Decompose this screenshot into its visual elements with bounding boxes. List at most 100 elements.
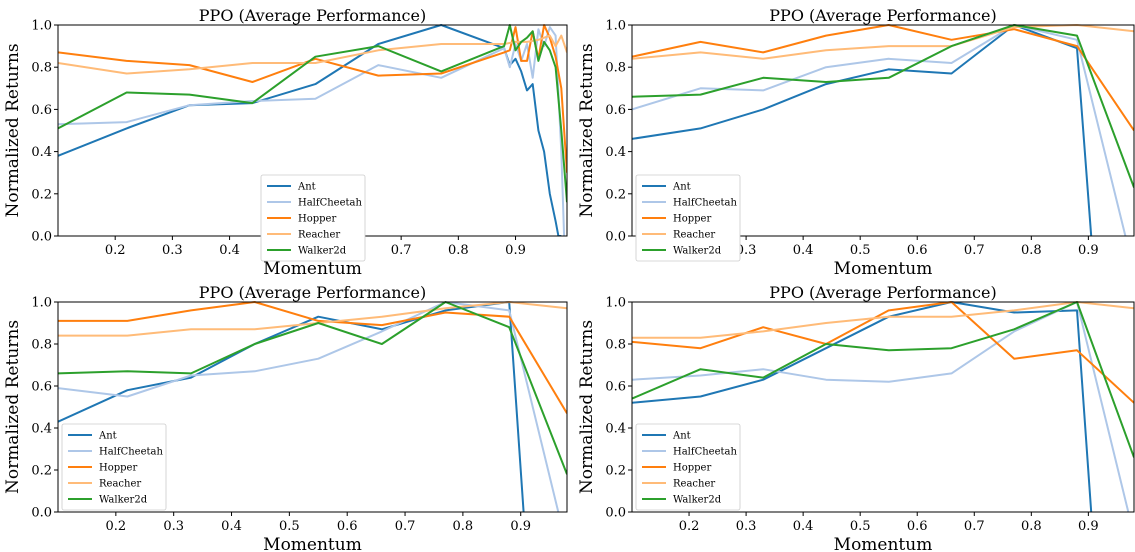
x-tick-label: 0.3 bbox=[163, 519, 184, 534]
chart-title: PPO (Average Performance) bbox=[199, 283, 426, 302]
legend-label: Hopper bbox=[673, 214, 711, 225]
x-tick-label: 0.7 bbox=[964, 519, 985, 534]
y-tick-label: 1.0 bbox=[605, 19, 626, 34]
y-tick-label: 0.6 bbox=[605, 103, 626, 118]
plot-frame bbox=[631, 301, 1135, 513]
y-tick-label: 0.8 bbox=[31, 338, 52, 353]
legend-label: Walker2d bbox=[673, 246, 722, 257]
chart-panel-3: 0.2 0.3 0.4 0.5 0.6 0.7 0.8 0.9 0.0 0.2 0.4 0.6 0.8 1… bbox=[3, 283, 568, 552]
legend: Ant HalfCheetah Hopper Reacher Walker2d bbox=[61, 423, 167, 511]
x-tick-label: 0.5 bbox=[279, 519, 300, 534]
x-tick-label: 0.9 bbox=[505, 243, 526, 258]
y-tick-label: 0.8 bbox=[605, 338, 626, 353]
legend: Ant HalfCheetah Hopper Reacher Walker2d bbox=[260, 174, 366, 262]
legend-label: Reacher bbox=[673, 230, 715, 241]
series-line-hopper bbox=[58, 24, 567, 173]
y-tick-label: 1.0 bbox=[31, 296, 52, 311]
x-tick-label: 0.9 bbox=[510, 519, 531, 534]
x-tick-label: 0.6 bbox=[907, 243, 928, 258]
y-tick-label: 0.6 bbox=[31, 380, 52, 395]
series-line-reacher bbox=[632, 24, 1134, 60]
y-tick-label: 0.2 bbox=[31, 464, 52, 479]
y-axis-label: Normalized Returns bbox=[3, 43, 23, 217]
series-line-walker2d bbox=[58, 301, 567, 475]
x-tick-label: 0.6 bbox=[337, 519, 358, 534]
y-tick-label: 1.0 bbox=[31, 19, 52, 34]
x-axis-label: Momentum bbox=[263, 535, 362, 552]
x-tick-label: 0.3 bbox=[736, 519, 757, 534]
legend-label: Hopper bbox=[673, 463, 711, 474]
x-tick-label: 0.7 bbox=[391, 243, 412, 258]
legend-box bbox=[260, 174, 366, 262]
legend-label: HalfCheetah bbox=[298, 198, 362, 209]
legend: Ant HalfCheetah Hopper Reacher Walker2d bbox=[635, 423, 741, 511]
y-tick-label: 0.2 bbox=[31, 187, 52, 202]
y-tick-label: 1.0 bbox=[605, 296, 626, 311]
legend-label: Ant bbox=[297, 182, 316, 193]
plot-frame bbox=[57, 301, 568, 513]
x-tick-label: 0.3 bbox=[162, 243, 183, 258]
x-tick-label: 0.9 bbox=[1078, 243, 1099, 258]
legend-label: Hopper bbox=[298, 214, 336, 225]
y-tick-label: 0.0 bbox=[31, 506, 52, 521]
x-tick-label: 0.2 bbox=[679, 519, 700, 534]
x-tick-label: 0.7 bbox=[964, 243, 985, 258]
legend-label: Ant bbox=[672, 182, 691, 193]
x-axis-label: Momentum bbox=[263, 259, 362, 279]
series-line-reacher bbox=[632, 301, 1134, 339]
legend-label: Hopper bbox=[99, 463, 137, 474]
chart-title: PPO (Average Performance) bbox=[199, 6, 426, 25]
chart-panel-4: 0.2 0.3 0.4 0.5 0.6 0.7 0.8 0.9 0.0 0.2 0.4 0.6 0.8 1… bbox=[577, 283, 1135, 552]
legend-box bbox=[635, 174, 741, 262]
x-tick-label: 0.4 bbox=[793, 519, 814, 534]
x-tick-label: 0.5 bbox=[850, 519, 871, 534]
chart-title: PPO (Average Performance) bbox=[769, 283, 996, 302]
legend-box bbox=[635, 423, 741, 511]
legend-label: HalfCheetah bbox=[99, 447, 163, 458]
y-tick-label: 0.4 bbox=[605, 422, 626, 437]
legend-label: Reacher bbox=[673, 479, 715, 490]
y-tick-label: 0.4 bbox=[605, 145, 626, 160]
series-line-walker2d bbox=[632, 24, 1134, 188]
legend-label: Walker2d bbox=[673, 495, 722, 506]
legend-label: Walker2d bbox=[298, 246, 347, 257]
x-tick-label: 0.4 bbox=[793, 243, 814, 258]
y-tick-label: 0.0 bbox=[605, 506, 626, 521]
x-tick-label: 0.8 bbox=[453, 519, 474, 534]
legend-label: Reacher bbox=[99, 479, 141, 490]
y-tick-label: 0.8 bbox=[31, 61, 52, 76]
x-tick-label: 0.2 bbox=[105, 243, 126, 258]
chart-panel-1: 0.20.30.40.50.60.70.80.90.00.20.40.60.81… bbox=[3, 6, 568, 279]
series-line-walker2d bbox=[58, 24, 567, 203]
chart-title: PPO (Average Performance) bbox=[769, 6, 996, 25]
legend: Ant HalfCheetah Hopper Reacher Walker2d bbox=[635, 174, 741, 262]
y-tick-label: 0.0 bbox=[605, 230, 626, 245]
series-line-hopper bbox=[58, 301, 567, 414]
legend-label: Ant bbox=[672, 431, 691, 442]
x-tick-label: 0.5 bbox=[850, 243, 871, 258]
y-tick-label: 0.8 bbox=[605, 61, 626, 76]
y-tick-label: 0.2 bbox=[605, 187, 626, 202]
legend-label: Walker2d bbox=[99, 495, 148, 506]
legend-label: Ant bbox=[98, 431, 117, 442]
x-tick-label: 0.4 bbox=[219, 243, 240, 258]
x-tick-label: 0.3 bbox=[736, 243, 757, 258]
legend-label: Reacher bbox=[298, 230, 340, 241]
x-tick-label: 0.8 bbox=[448, 243, 469, 258]
y-tick-label: 0.0 bbox=[31, 230, 52, 245]
x-tick-label: 0.9 bbox=[1078, 519, 1099, 534]
x-tick-label: 0.8 bbox=[1021, 243, 1042, 258]
series-line-hopper bbox=[632, 301, 1134, 404]
y-tick-label: 0.2 bbox=[605, 464, 626, 479]
y-tick-label: 0.4 bbox=[31, 422, 52, 437]
series-line-walker2d bbox=[632, 301, 1134, 458]
y-tick-label: 0.4 bbox=[31, 145, 52, 160]
x-tick-label: 0.4 bbox=[221, 519, 242, 534]
x-tick-label: 0.7 bbox=[395, 519, 416, 534]
x-tick-label: 0.8 bbox=[1021, 519, 1042, 534]
x-tick-label: 0.6 bbox=[907, 519, 928, 534]
y-tick-label: 0.6 bbox=[605, 380, 626, 395]
x-axis-label: Momentum bbox=[834, 259, 933, 279]
x-tick-label: 0.2 bbox=[105, 519, 126, 534]
